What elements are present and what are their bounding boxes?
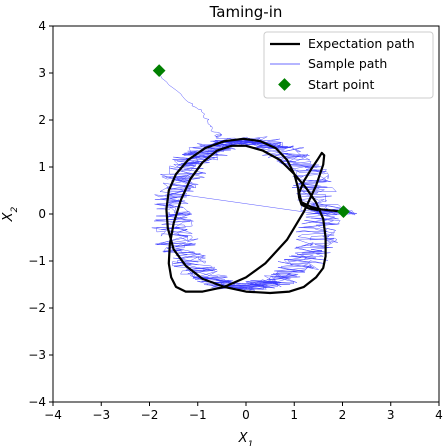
- y-tick-label: 4: [38, 19, 46, 33]
- x-axis-label: X1: [238, 431, 254, 446]
- x-axis-label-subscript: 1: [248, 440, 254, 446]
- y-tick-label: −3: [28, 348, 46, 362]
- y-axis-ticks: −4 −3 −2 −1 0 1 2 3 4: [28, 19, 53, 409]
- legend-box: [263, 31, 434, 99]
- start-point-marker: [337, 205, 350, 219]
- x-tick-label: 2: [339, 408, 347, 422]
- x-tick-label: 4: [435, 408, 443, 422]
- y-tick-label: 0: [38, 207, 46, 221]
- legend: Expectation path Sample path Start point: [263, 31, 434, 99]
- x-tick-label: −2: [141, 408, 159, 422]
- y-axis-label-subscript: 2: [10, 206, 20, 212]
- x-tick-label: 1: [290, 408, 298, 422]
- chart-title: Taming-in: [209, 3, 283, 21]
- x-tick-label: 3: [387, 408, 395, 422]
- y-tick-label: 1: [38, 160, 46, 174]
- expectation-path-layer: [165, 137, 344, 295]
- sample-path-layer: [151, 73, 357, 291]
- start-point-marker: [152, 64, 166, 78]
- y-tick-label: 2: [38, 113, 46, 127]
- x-tick-label: −4: [44, 408, 62, 422]
- x-axis-ticks: −4 −3 −2 −1 0 1 2 3 4: [44, 402, 443, 422]
- x-tick-label: −1: [189, 408, 207, 422]
- x-tick-label: 0: [242, 408, 250, 422]
- y-tick-label: −4: [28, 395, 46, 409]
- y-tick-label: −2: [28, 301, 46, 315]
- y-axis-label: X2: [1, 206, 20, 222]
- y-tick-label: 3: [38, 66, 46, 80]
- legend-label-start: Start point: [308, 77, 374, 92]
- legend-label-sample: Sample path: [308, 56, 387, 71]
- start-point-layer: [152, 64, 350, 219]
- y-tick-label: −1: [28, 254, 46, 268]
- sample-path-line: [151, 73, 357, 291]
- expectation-path-line: [165, 137, 344, 295]
- legend-label-expectation: Expectation path: [308, 36, 415, 51]
- legend-swatch-start: [278, 78, 291, 91]
- x-tick-label: −3: [92, 408, 110, 422]
